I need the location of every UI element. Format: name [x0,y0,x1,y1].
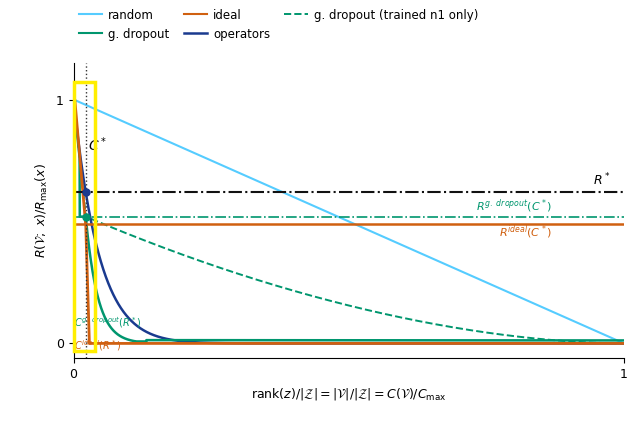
Text: $C^{g.\ dropout}(R^*)$: $C^{g.\ dropout}(R^*)$ [74,315,141,330]
Text: $R^{g.\ dropout}(C^*)$: $R^{g.\ dropout}(C^*)$ [476,198,552,215]
Legend: random, g. dropout, ideal, operators, g. dropout (trained n1 only): random, g. dropout, ideal, operators, g.… [74,4,483,45]
X-axis label: $\mathrm{rank}(z)/|\mathcal{Z}| = |\mathcal{V}|/|\mathcal{Z}| = C(\mathcal{V})/C: $\mathrm{rank}(z)/|\mathcal{Z}| = |\math… [251,386,447,402]
Text: $R^{ideal}(C^*)$: $R^{ideal}(C^*)$ [499,223,552,240]
Text: $C^*$: $C^*$ [88,135,107,154]
Text: $C^{ideal}(R^*)$: $C^{ideal}(R^*)$ [74,339,120,353]
Bar [74,82,95,351]
Text: $R^*$: $R^*$ [593,171,611,188]
Y-axis label: $R(\mathcal{V};\ x)/R_\mathrm{max}(x)$: $R(\mathcal{V};\ x)/R_\mathrm{max}(x)$ [34,163,51,258]
